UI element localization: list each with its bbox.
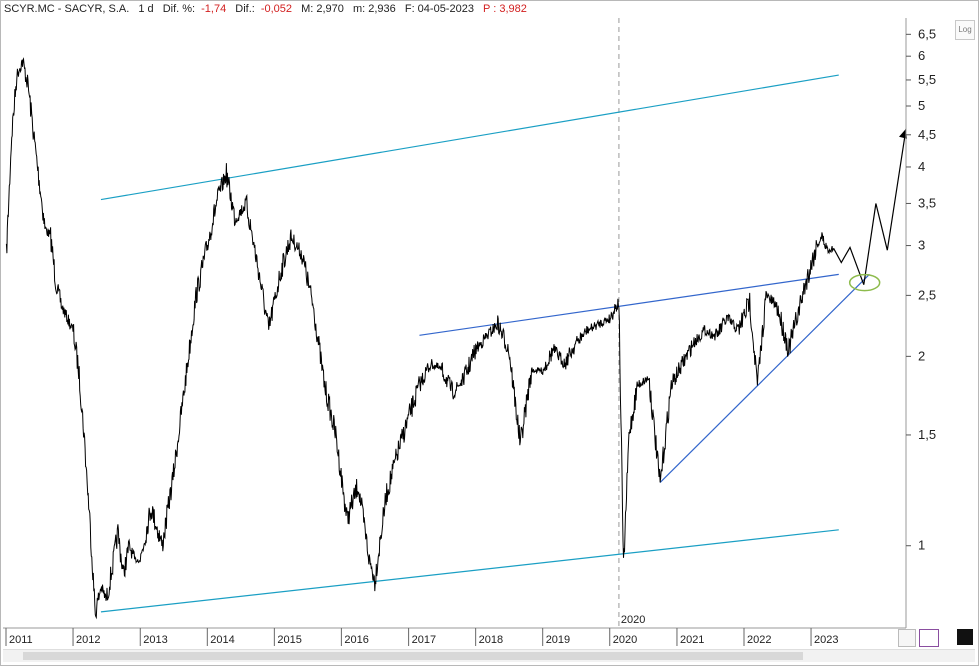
zoom-icon[interactable] (898, 629, 916, 647)
y-tick-label: 2 (918, 348, 925, 363)
period-label: 1 d (138, 3, 154, 15)
x-tick-label: 2017 (412, 634, 436, 646)
x-tick-label: 2021 (680, 634, 704, 646)
price-series (5, 57, 907, 620)
y-tick-label: 2,5 (918, 287, 936, 302)
upper-channel-line (100, 74, 839, 201)
save-icon[interactable] (919, 629, 939, 647)
x-axis: 2011 2012 2013 2014 2015 2016 2017 2018 2019 2020… (3, 627, 906, 646)
x-tick-label: 2020 (613, 634, 637, 646)
y-tick-label: 3 (918, 238, 925, 253)
y-tick-label: 5 (918, 98, 925, 113)
y-tick-label: 6 (918, 48, 925, 63)
y-tick-label: 4 (918, 159, 925, 174)
resistance-line (419, 273, 839, 336)
x-tick-label: 2015 (277, 634, 301, 646)
y-axis: 6,5 6 5,5 5 4,5 4 3,5 3 2,5 2 1,5 1 (905, 18, 936, 628)
min-label: m: 2,936 (352, 3, 396, 15)
log-scale-button[interactable]: Log (955, 20, 975, 40)
y-tick-label: 6,5 (918, 26, 936, 41)
date-label: F: 04-05-2023 (404, 3, 474, 15)
breakout-ellipse (848, 273, 881, 292)
toggle-view-icon[interactable] (957, 629, 973, 645)
y-tick-label: 4,5 (918, 127, 936, 142)
x-tick-label: 2019 (546, 634, 570, 646)
price-line (5, 57, 835, 620)
projection-path (833, 128, 907, 285)
x-tick-label: 2018 (479, 634, 503, 646)
event-marker-label: 2020 (621, 614, 645, 626)
horizontal-scrollbar[interactable] (3, 649, 975, 662)
x-tick-label: 2016 (344, 634, 368, 646)
x-tick-label: 2022 (747, 634, 771, 646)
x-tick-label: 2023 (814, 634, 838, 646)
x-tick-label: 2014 (210, 634, 234, 646)
support-line (659, 273, 870, 484)
chart-header: SCYR.MC - SACYR, S.A. 1 d Dif. %: -1,74 D… (4, 3, 533, 15)
x-tick-label: 2012 (76, 634, 100, 646)
y-tick-label: 1,5 (918, 427, 936, 442)
y-tick-label: 3,5 (918, 195, 936, 210)
price-label: P : 3,982 (483, 3, 527, 15)
projection-arrowhead (899, 128, 907, 139)
x-tick-label: 2013 (143, 634, 167, 646)
max-label: M: 2,970 (301, 3, 344, 15)
lower-channel-line (100, 529, 839, 613)
symbol-label: SCYR.MC - SACYR, S.A. (4, 3, 130, 15)
dif-label: Dif.: (235, 3, 255, 15)
dif-pct-label: Dif. %: (162, 3, 196, 15)
dif-pct-value: -1,74 (201, 3, 227, 15)
dif-value: -0,052 (260, 3, 293, 15)
x-tick-label: 2011 (9, 634, 33, 646)
y-tick-label: 5,5 (918, 72, 936, 87)
trend-lines (100, 74, 870, 613)
grid: 2020 (618, 18, 645, 628)
y-tick-label: 1 (918, 538, 925, 553)
scrollbar-thumb[interactable] (23, 652, 803, 660)
